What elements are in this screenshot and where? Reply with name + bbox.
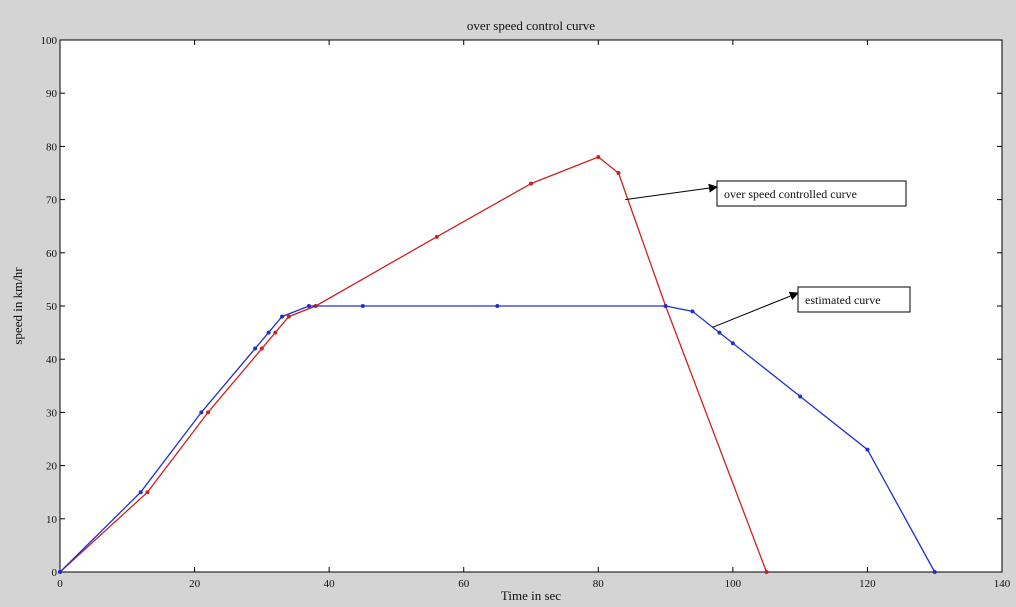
x-tick-label: 100	[725, 578, 742, 590]
y-axis-title: speed in km/hr	[10, 267, 25, 345]
annotations-layer: over speed controlled curve estimated cur…	[625, 180, 911, 328]
series-layer	[58, 155, 937, 574]
series-2-point	[730, 341, 735, 346]
annotation-arrow	[712, 291, 799, 328]
series-2-point	[58, 570, 62, 574]
series-2-point	[798, 394, 803, 399]
annotation-box	[797, 286, 911, 313]
y-tick-label: 0	[52, 567, 58, 579]
x-tick-label: 80	[593, 578, 605, 590]
y-tick-label: 50	[46, 301, 58, 313]
series-2-point	[932, 570, 937, 574]
series-2-point	[690, 309, 695, 314]
series-1-point	[616, 171, 621, 175]
series-2-point	[717, 330, 722, 335]
y-tick-label: 40	[46, 354, 58, 366]
series-2-point	[663, 304, 668, 308]
series-1-point	[764, 570, 769, 574]
series-2-point	[360, 304, 365, 308]
x-axis-title: Time in sec	[501, 588, 561, 603]
series-1-point	[286, 314, 291, 319]
series-1-point	[273, 330, 278, 335]
series-2-line	[59, 305, 936, 573]
y-tick-label: 10	[46, 514, 58, 526]
annotation-box	[716, 180, 907, 207]
series-1-point	[206, 410, 211, 415]
series-1-point	[259, 346, 264, 351]
x-tick-label: 40	[324, 578, 336, 590]
y-tick-label: 20	[46, 461, 58, 473]
series-2-point	[280, 314, 285, 319]
series-2-point	[253, 346, 258, 351]
x-tick-label: 20	[189, 578, 201, 590]
ticks-layer: 0 20 40 60 80 100 120 140 0 10 20 30 40 50 60 70 80 90 100	[41, 35, 1011, 590]
y-tick-label: 80	[46, 141, 58, 153]
x-tick-label: 0	[57, 578, 63, 590]
annotation-text: over speed controlled curve	[724, 187, 857, 201]
x-tick-label: 120	[859, 578, 876, 590]
x-tick-label: 140	[994, 578, 1011, 590]
series-1-point	[529, 181, 533, 186]
annotation-text: estimated curve	[805, 293, 881, 307]
chart-title: over speed control curve	[467, 18, 595, 33]
series-1-point	[434, 234, 439, 239]
x-tick-label: 60	[458, 578, 470, 590]
series-2-point	[199, 410, 204, 415]
series-1-point	[596, 155, 601, 160]
series-2-point	[138, 490, 143, 495]
y-tick-label: 60	[46, 248, 58, 260]
series-2-point	[495, 304, 500, 308]
series-2-point	[865, 447, 870, 452]
y-tick-label: 70	[46, 195, 58, 207]
y-tick-label: 30	[46, 407, 58, 419]
y-tick-label: 90	[46, 88, 58, 100]
annotation-arrow	[625, 183, 718, 201]
series-2-point	[266, 330, 271, 335]
y-tick-label: 100	[41, 35, 58, 47]
series-1-point	[145, 490, 150, 495]
series-2-point	[306, 304, 311, 308]
